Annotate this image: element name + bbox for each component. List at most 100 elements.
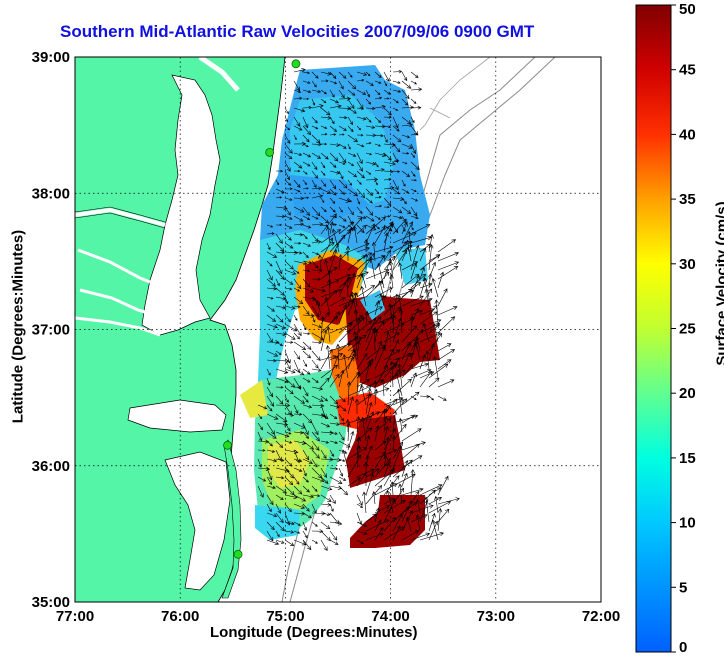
velocity-vector (266, 286, 278, 291)
velocity-vector (383, 115, 392, 119)
velocity-vector (302, 305, 310, 316)
velocity-vector (266, 358, 277, 363)
velocity-vector (329, 188, 337, 196)
velocity-vector (293, 179, 301, 188)
velocity-vector (329, 215, 338, 219)
velocity-vector (338, 485, 349, 496)
velocity-vector (284, 440, 293, 444)
velocity-vector (302, 458, 313, 464)
velocity-vector (293, 96, 303, 100)
velocity-vector (293, 305, 301, 308)
velocity-vector (374, 161, 379, 168)
velocity-vector (345, 278, 350, 298)
velocity-vector (365, 216, 386, 235)
velocity-vector (293, 206, 305, 213)
velocity-vector (302, 395, 309, 403)
velocity-vector (410, 80, 417, 85)
velocity-vector (338, 440, 351, 448)
velocity-vector (365, 306, 383, 316)
velocity-vector (383, 467, 395, 487)
velocity-vector (338, 413, 344, 422)
velocity-vector (392, 80, 401, 84)
velocity-vector (392, 206, 403, 214)
velocity-vector (302, 152, 312, 158)
velocity-vector (374, 364, 388, 388)
velocity-vector (383, 436, 390, 460)
velocity-vector (356, 125, 361, 131)
velocity-vector (302, 215, 311, 220)
velocity-vector (284, 503, 292, 513)
velocity-vector (347, 170, 358, 178)
velocity-vector (356, 215, 367, 220)
velocity-vector (257, 431, 263, 442)
velocity-vector (365, 269, 390, 280)
velocity-vector (383, 462, 390, 478)
velocity-vector (275, 431, 290, 438)
river-delaware (198, 57, 240, 92)
velocity-vector (410, 197, 419, 202)
velocity-vector (383, 499, 406, 514)
velocity-vector (302, 368, 311, 375)
velocity-vector (284, 539, 295, 547)
velocity-vector (432, 323, 439, 343)
velocity-vector (329, 440, 339, 444)
velocity-vector (275, 287, 285, 296)
velocity-vector (347, 197, 352, 203)
velocity-vector (437, 497, 460, 505)
velocity-vector (275, 521, 285, 532)
velocity-vector (356, 89, 367, 95)
velocity-vector (397, 262, 403, 280)
velocity-vector (311, 368, 322, 372)
velocity-vector (257, 439, 270, 444)
velocity-vector (392, 249, 408, 271)
velocity-vector (401, 206, 412, 214)
velocity-vector (284, 521, 295, 526)
velocity-vector (284, 215, 293, 220)
velocity-vector (266, 368, 271, 376)
velocity-vector (338, 133, 345, 136)
velocity-vector (320, 152, 329, 160)
chesapeake-bay (141, 74, 221, 336)
velocity-vector (311, 80, 317, 88)
velocity-vector (419, 247, 427, 262)
velocity-vector (347, 98, 355, 110)
velocity-vector (338, 254, 343, 271)
velocity-vector (388, 260, 394, 280)
velocity-vector (354, 398, 360, 415)
velocity-vector (311, 260, 319, 269)
velocity-vector (346, 381, 352, 406)
velocity-vector (392, 170, 401, 173)
velocity-vector (275, 205, 288, 211)
velocity-vector (324, 296, 331, 316)
velocity-vector (293, 296, 304, 305)
velocity-vector (329, 179, 337, 190)
velocity-vector (266, 350, 279, 357)
velocity-vector (383, 232, 389, 253)
velocity-vector (284, 161, 291, 172)
velocity-vector (338, 125, 347, 131)
velocity-vector (311, 458, 318, 468)
velocity-vector (338, 224, 346, 228)
velocity-vector (320, 316, 325, 343)
velocity-vector (410, 338, 418, 352)
velocity-vector (275, 169, 284, 173)
velocity-vector (329, 395, 339, 405)
velocity-vector (365, 454, 370, 469)
velocity-vector (347, 134, 359, 143)
velocity-vector (293, 539, 307, 546)
velocity-vector (419, 370, 432, 388)
velocity-vector (356, 116, 367, 121)
velocity-vector (392, 116, 399, 129)
velocity-vector (293, 141, 307, 147)
velocity-vector (311, 71, 319, 79)
velocity-vector (365, 98, 372, 105)
station-marker (265, 147, 275, 157)
velocity-vector (356, 133, 364, 137)
velocity-vector (329, 89, 335, 98)
velocity-vector (374, 527, 384, 541)
velocity-vector (356, 352, 368, 370)
velocity-vector (428, 512, 436, 532)
velocity-vector (383, 428, 396, 451)
velocity-vector (347, 143, 351, 150)
